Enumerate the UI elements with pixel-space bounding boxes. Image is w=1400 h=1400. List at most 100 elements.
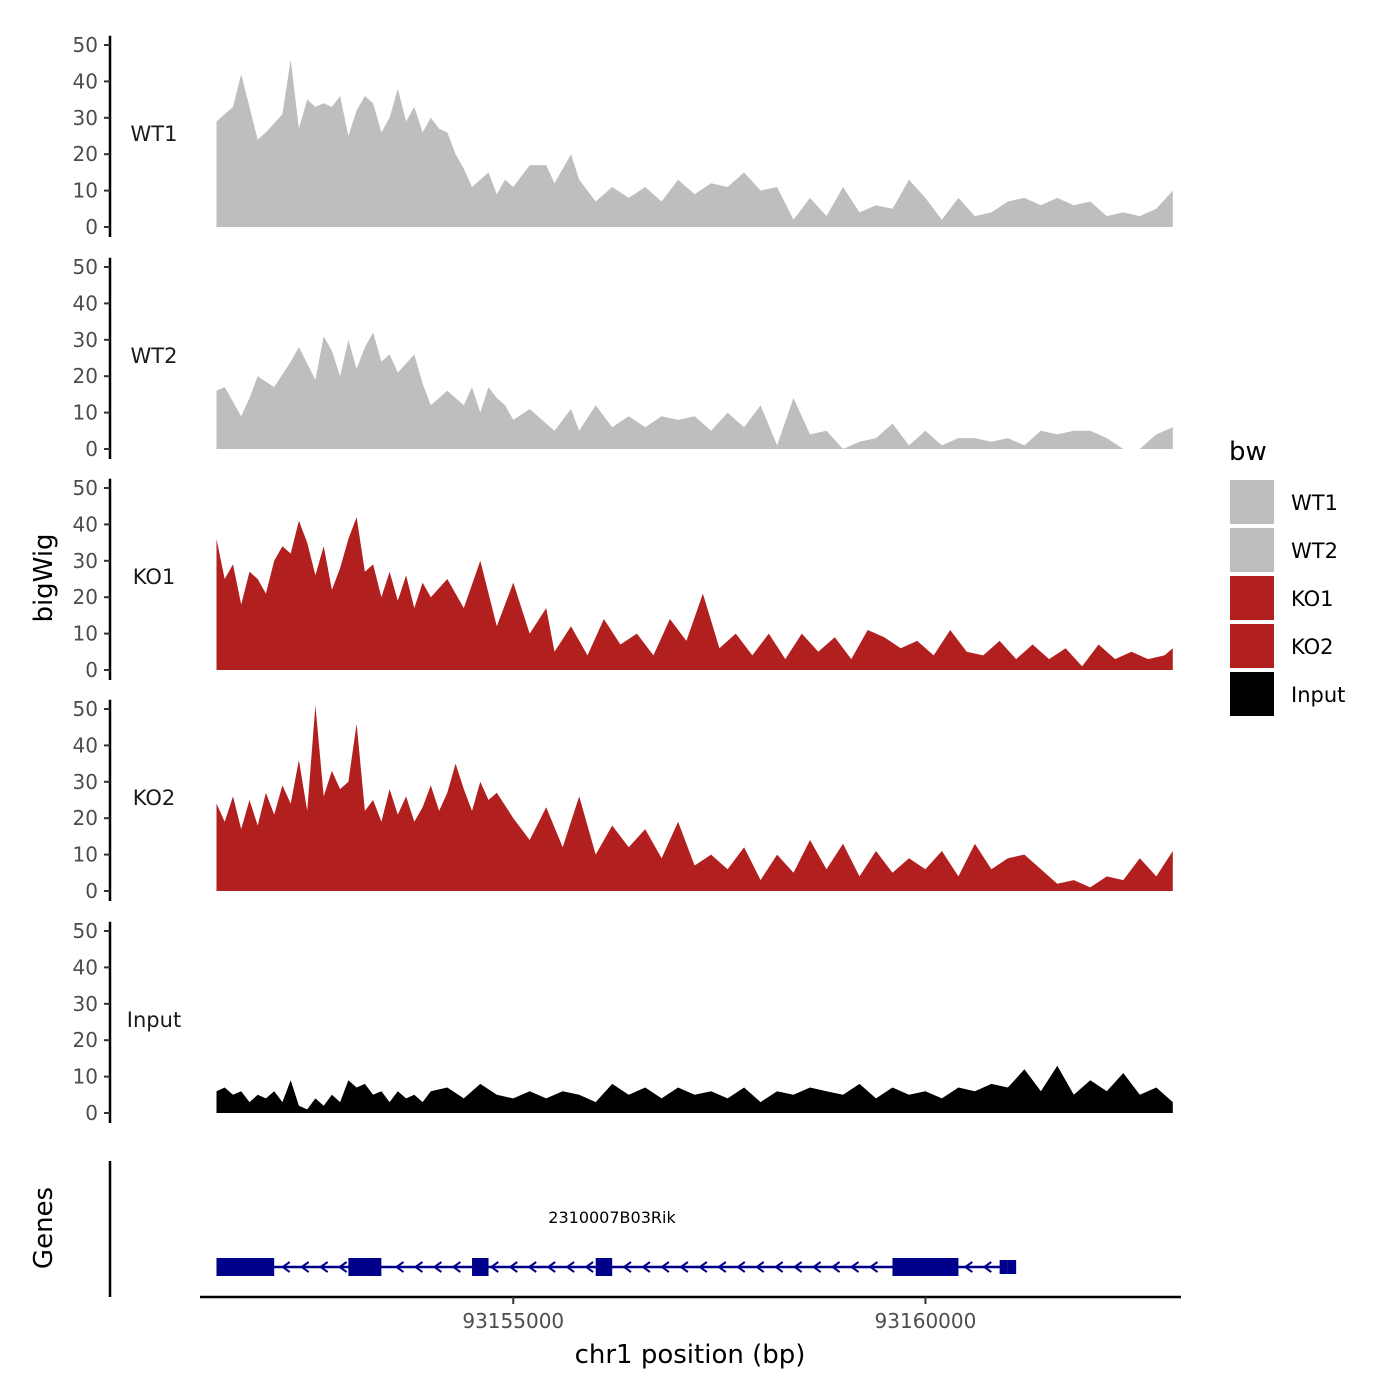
y-tick-label: 40 — [73, 733, 98, 757]
y-tick-label: 50 — [73, 697, 98, 721]
gene-exon — [1007, 1260, 1017, 1274]
track-label-input: Input — [127, 1008, 181, 1032]
y-tick-label: 10 — [73, 622, 98, 646]
strand-arrow — [982, 1261, 992, 1273]
y-tick-label: 20 — [73, 806, 98, 830]
y-tick-label: 20 — [73, 142, 98, 166]
strand-arrow — [489, 1261, 499, 1273]
x-tick-label: 93155000 — [462, 1309, 564, 1333]
legend-key-input — [1230, 672, 1274, 716]
strand-arrow — [413, 1261, 424, 1273]
y-tick-label: 10 — [73, 1065, 98, 1089]
strand-arrow — [318, 1261, 329, 1273]
strand-arrow — [281, 1261, 291, 1273]
strand-arrow — [299, 1261, 310, 1273]
strand-arrow — [660, 1261, 670, 1273]
y-tick-label: 0 — [85, 437, 98, 461]
strand-arrow — [773, 1261, 784, 1273]
strand-arrow — [963, 1261, 973, 1273]
gene-exon — [472, 1258, 489, 1276]
strand-arrow — [698, 1261, 708, 1273]
x-axis: 93155000 93160000 — [200, 1295, 1181, 1333]
strand-arrow — [584, 1261, 594, 1273]
track-label-ko1: KO1 — [133, 565, 176, 589]
x-axis-title: chr1 position (bp) — [575, 1340, 806, 1370]
y-tick-label: 0 — [85, 1101, 98, 1125]
y-tick-label: 50 — [73, 33, 98, 57]
y-tick-label: 40 — [73, 291, 98, 315]
y-tick-label: 40 — [73, 955, 98, 979]
strand-arrow — [717, 1261, 727, 1273]
strand-arrow — [546, 1261, 556, 1273]
y-axis-title: bigWig — [29, 533, 59, 622]
y-tick-label: 50 — [73, 476, 98, 500]
y-tick-label: 0 — [85, 879, 98, 903]
gene-track: 2310007B03Rik — [108, 1161, 1017, 1297]
legend-key-wt2 — [1230, 528, 1274, 572]
gene-exon — [348, 1258, 382, 1276]
strand-arrow — [849, 1261, 860, 1273]
strand-arrow — [622, 1261, 632, 1273]
y-tick-label: 30 — [73, 328, 98, 352]
strand-arrow — [736, 1261, 746, 1273]
track-label-wt1: WT1 — [131, 122, 178, 146]
strand-arrow — [527, 1261, 537, 1273]
strand-arrow — [641, 1261, 651, 1273]
y-tick-label: 40 — [73, 512, 98, 536]
legend: bw WT1 WT2 KO1 KO2 Input — [1229, 437, 1345, 716]
x-tick-label: 93160000 — [875, 1309, 977, 1333]
panel-ko1: 0 10 20 30 40 50 KO1 — [73, 476, 1173, 682]
strand-arrow — [792, 1261, 803, 1273]
y-tick-label: 30 — [73, 992, 98, 1016]
legend-label-wt1: WT1 — [1291, 491, 1338, 515]
y-tick-label: 10 — [73, 843, 98, 867]
panel-wt1: 0 10 20 30 40 50 WT1 — [73, 33, 1173, 239]
y-tick-label: 10 — [73, 401, 98, 425]
strand-arrow — [679, 1261, 689, 1273]
track-panels: 0 10 20 30 40 50 WT1 0 10 20 30 40 50 WT2 0 10 20 30 40 50 K… — [73, 33, 1173, 1125]
strand-arrow — [565, 1261, 575, 1273]
y-tick-label: 30 — [73, 549, 98, 573]
y-tick-label: 20 — [73, 585, 98, 609]
strand-arrow — [432, 1261, 442, 1273]
strand-arrow — [755, 1261, 765, 1273]
panel-wt2: 0 10 20 30 40 50 WT2 — [73, 255, 1173, 461]
y-tick-label: 40 — [73, 69, 98, 93]
gene-exon — [595, 1258, 613, 1276]
gene-name: 2310007B03Rik — [548, 1208, 676, 1227]
panel-ko2: 0 10 20 30 40 50 KO2 — [73, 697, 1173, 903]
legend-title: bw — [1229, 437, 1267, 467]
y-tick-label: 30 — [73, 770, 98, 794]
track-label-ko2: KO2 — [133, 786, 176, 810]
gene-track-title: Genes — [29, 1187, 59, 1269]
y-tick-label: 30 — [73, 106, 98, 130]
strand-arrow — [337, 1261, 348, 1273]
legend-label-wt2: WT2 — [1291, 539, 1338, 563]
area-wt2 — [216, 332, 1173, 449]
legend-key-ko1 — [1230, 576, 1274, 620]
gene-exon — [216, 1258, 275, 1276]
y-tick-label: 20 — [73, 364, 98, 388]
y-tick-label: 50 — [73, 919, 98, 943]
legend-label-input: Input — [1291, 683, 1345, 707]
legend-label-ko2: KO2 — [1291, 635, 1334, 659]
gene-exon — [892, 1258, 959, 1276]
area-ko1 — [216, 517, 1173, 670]
strand-arrow — [868, 1261, 879, 1273]
y-tick-label: 10 — [73, 179, 98, 203]
strand-arrow — [508, 1261, 518, 1273]
y-tick-label: 20 — [73, 1028, 98, 1052]
legend-label-ko1: KO1 — [1291, 587, 1334, 611]
strand-arrow — [830, 1261, 841, 1273]
area-ko2 — [216, 705, 1173, 891]
y-tick-label: 50 — [73, 255, 98, 279]
gene-exon — [999, 1260, 1008, 1274]
y-tick-label: 0 — [85, 215, 98, 239]
strand-arrow — [811, 1261, 822, 1273]
area-wt1 — [216, 59, 1173, 227]
track-label-wt2: WT2 — [131, 344, 178, 368]
panel-input: 0 10 20 30 40 50 Input — [73, 919, 1173, 1125]
legend-key-wt1 — [1230, 480, 1274, 524]
strand-arrow — [451, 1261, 461, 1273]
